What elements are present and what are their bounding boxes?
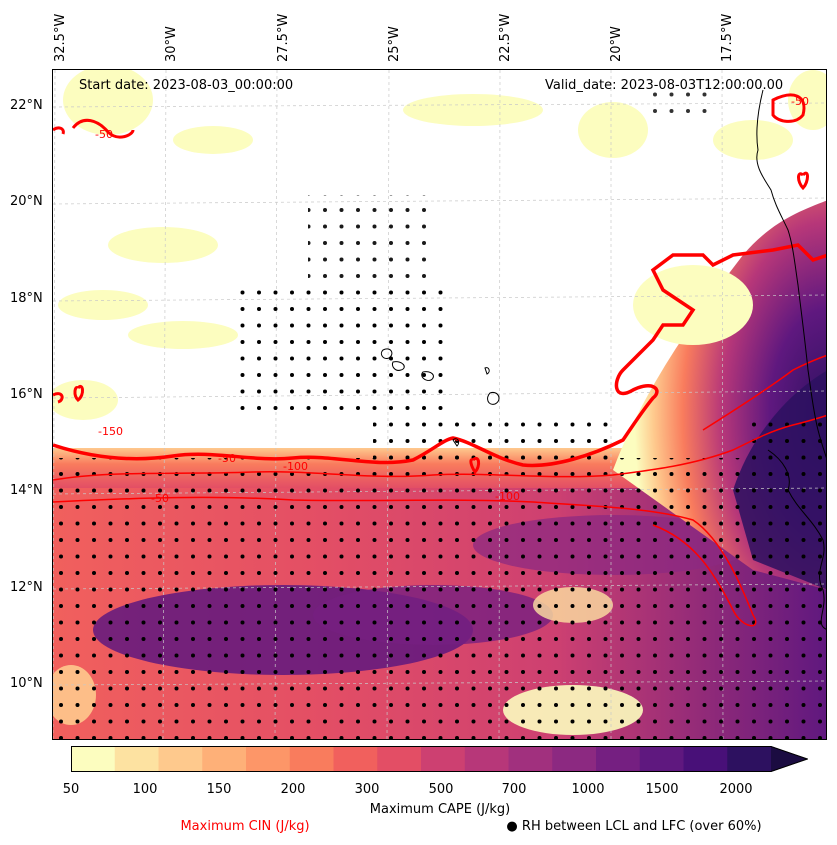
cin-contour-blob-16n (73, 385, 84, 402)
rh-stipple-center (233, 290, 443, 420)
start-date-text: Start date: 2023-08-03_00:00:00 (79, 78, 294, 93)
coastline-guinea (767, 449, 826, 630)
lon-label-22-5w: 22.5°W (498, 13, 513, 62)
cin-contour-outer (53, 243, 826, 468)
colorbar-tick: 2000 (719, 782, 753, 797)
colorbar-tick: 700 (501, 782, 527, 797)
cin-label-band: -50 (218, 452, 236, 465)
colorbar-segment (246, 746, 291, 772)
colorbar-segment (727, 746, 772, 772)
colorbar-segment (377, 746, 422, 772)
cin-contour-mid-2 (53, 496, 757, 627)
lat-label-18n: 18°N (10, 291, 43, 306)
colorbar-segment (464, 746, 509, 772)
lon-label-32-5w: 32.5°W (53, 13, 68, 62)
colorbar-segment (202, 746, 247, 772)
lat-label-16n: 16°N (10, 387, 43, 402)
rh-legend-label: ● RH between LCL and LFC (over 60%) (506, 819, 762, 834)
colorbar-segment (596, 746, 641, 772)
rh-stipple (53, 90, 826, 739)
lat-label-22n: 22°N (10, 98, 43, 113)
colorbar-label: Maximum CAPE (J/kg) (369, 802, 511, 817)
colorbar-segment (333, 746, 378, 772)
lat-label-10n: 10°N (10, 676, 43, 691)
lat-label-20n: 20°N (10, 194, 43, 209)
colorbar-segment (114, 746, 159, 772)
cin-contour-ne (771, 93, 806, 123)
colorbar-tick: 1000 (571, 782, 605, 797)
rh-stipple-south (53, 458, 826, 739)
cin-contour-mid-1 (53, 414, 826, 481)
colorbar-tick: 1500 (645, 782, 679, 797)
colorbar-segment (71, 746, 116, 772)
cape-colorbar (71, 746, 808, 772)
cin-contour-labels: -50 -150 -100 -100 -50 -50 -50 (95, 95, 809, 505)
cin-contour-west-blob (53, 392, 64, 404)
valid-date-text: Valid_date: 2023-08-03T12:00:00.00 (545, 78, 784, 93)
lat-label-12n: 12°N (10, 580, 43, 595)
colorbar-tick: 200 (280, 782, 306, 797)
cin-legend-label: Maximum CIN (J/kg) (180, 819, 310, 834)
island-6 (452, 438, 460, 447)
colorbar-segment (683, 746, 728, 772)
colorbar-tick: 300 (354, 782, 380, 797)
map-panel: -50 -150 -100 -100 -50 -50 -50 (52, 69, 827, 740)
coastline (380, 89, 826, 630)
cin-label-nw: -50 (95, 128, 113, 141)
cin-label-southwest: -50 (151, 492, 169, 505)
cin-contour-blob-islands (469, 457, 481, 475)
colorbar-extend-arrow (771, 746, 808, 772)
cin-contours (53, 93, 826, 627)
colorbar-tick: 150 (206, 782, 232, 797)
island-2 (392, 361, 405, 371)
island-1 (380, 348, 393, 359)
cin-contour-ne-small (797, 171, 809, 191)
colorbar-outline (71, 746, 808, 772)
colorbar-tick: 100 (132, 782, 158, 797)
lon-label-17-5w: 17.5°W (720, 13, 735, 62)
island-5 (484, 367, 490, 375)
rh-stipple-ne (653, 90, 713, 125)
rh-stipple-north (308, 195, 428, 290)
colorbar-segment (639, 746, 684, 772)
cin-contour-nw (53, 118, 135, 139)
colorbar-tick: 500 (428, 782, 454, 797)
map-canvas: -50 -150 -100 -100 -50 -50 -50 (53, 70, 826, 739)
colorbar-segment (158, 746, 203, 772)
colorbar-segment (508, 746, 553, 772)
coastline-africa (756, 89, 826, 459)
cin-label-center: -100 (283, 460, 308, 473)
colorbar-segment (421, 746, 466, 772)
colorbar-segment (289, 746, 334, 772)
island-4 (487, 391, 500, 405)
island-3 (421, 371, 434, 381)
cape-northern-patches (53, 70, 826, 420)
lon-label-20w: 20°W (609, 26, 624, 62)
colorbar-segment (552, 746, 597, 772)
lon-label-27-5w: 27.5°W (276, 13, 291, 62)
lon-label-30w: 30°W (164, 26, 179, 62)
cin-label-west: -150 (98, 425, 123, 438)
cin-label-ne: -50 (791, 95, 809, 108)
cin-label-mid: -100 (495, 490, 520, 503)
colorbar-tick: 50 (62, 782, 80, 797)
lat-label-14n: 14°N (10, 483, 43, 498)
cin-contour-coast (702, 354, 826, 431)
lon-label-25w: 25°W (387, 26, 402, 62)
